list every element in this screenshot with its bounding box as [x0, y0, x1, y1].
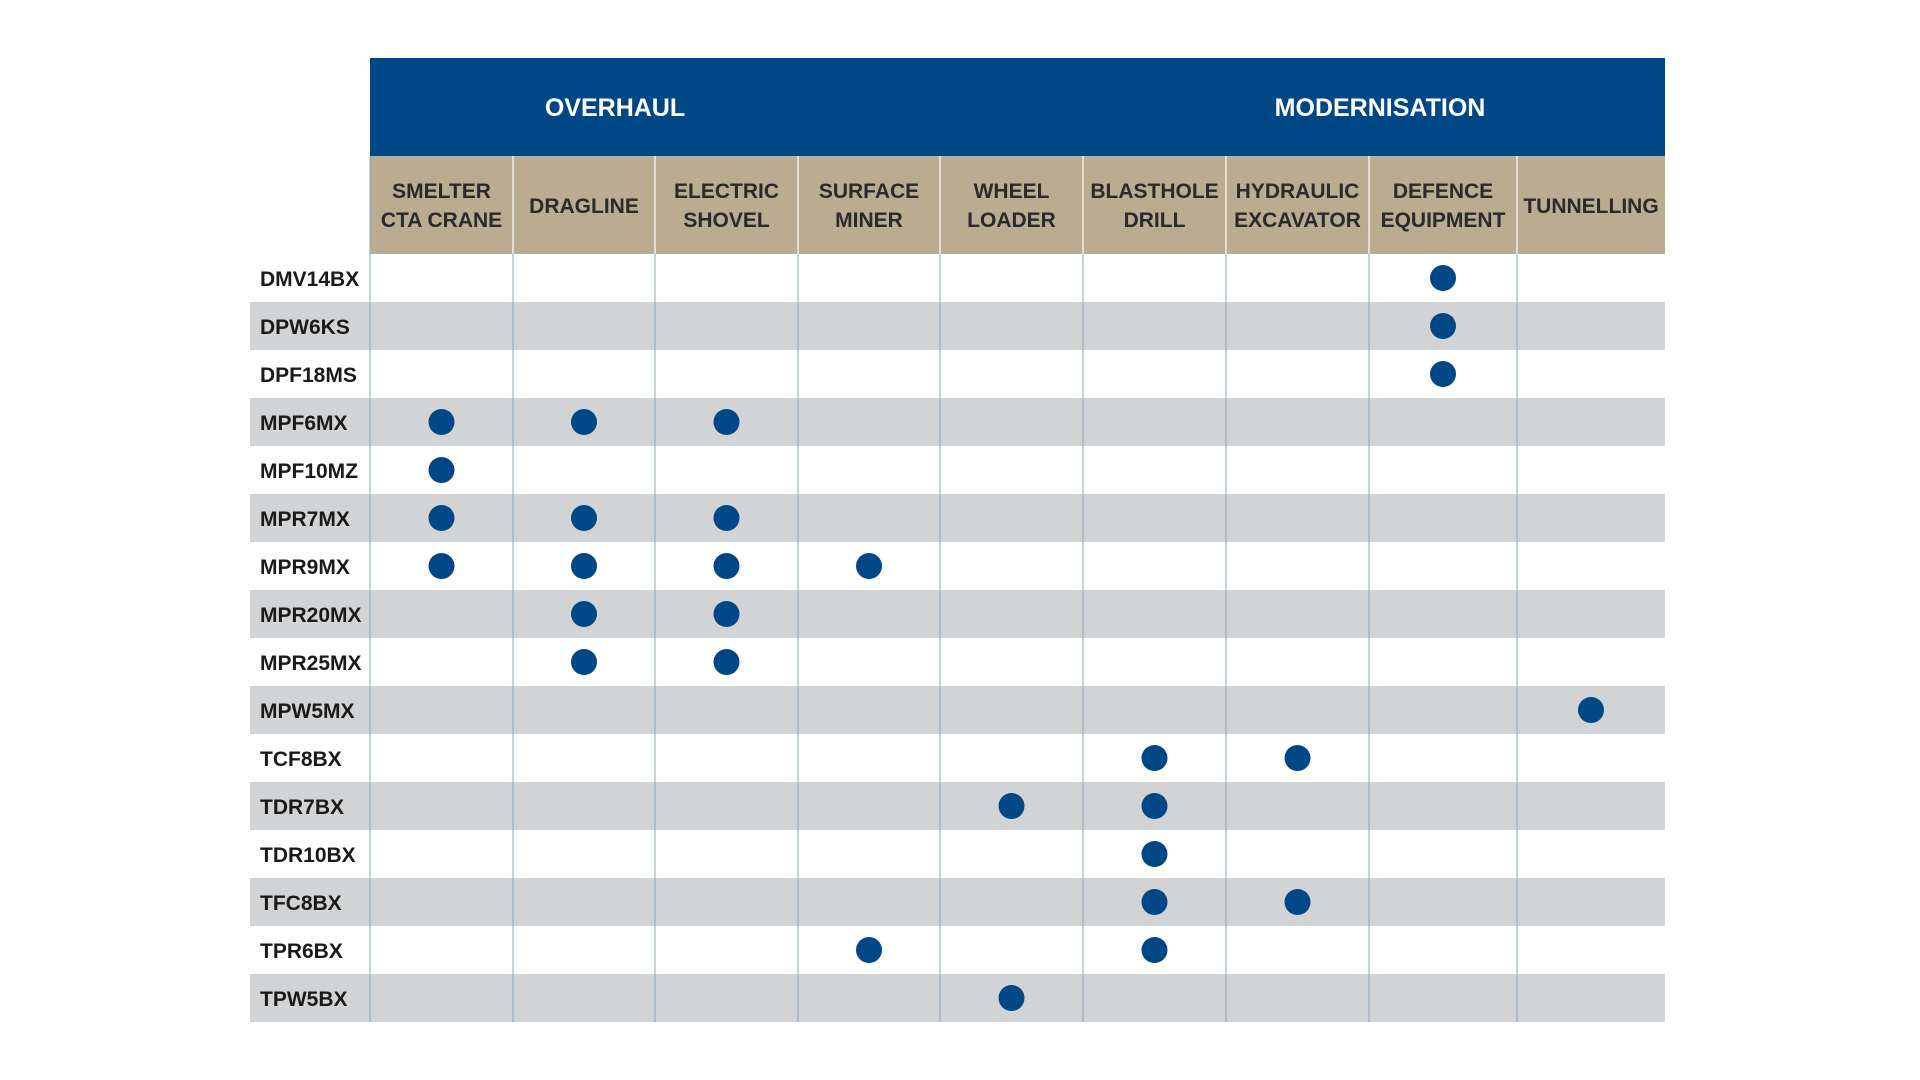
- column-header-line1: SMELTER: [392, 180, 491, 203]
- row-shade: [250, 302, 1665, 350]
- compatibility-dot: [571, 553, 597, 579]
- row-shade: [250, 974, 1665, 1022]
- compatibility-dot: [1141, 793, 1168, 819]
- compatibility-dot: [1430, 313, 1456, 339]
- row-shade: [250, 686, 1665, 734]
- row-label: DPF18MS: [260, 364, 357, 387]
- column-header-strip: [370, 156, 1665, 254]
- column-header-line2: SHOVEL: [683, 209, 770, 232]
- compatibility-dot: [1141, 745, 1168, 771]
- column-header-line2: MINER: [835, 209, 903, 232]
- column-header-line2: CTA CRANE: [381, 209, 502, 232]
- row-label: MPR20MX: [260, 604, 362, 627]
- compatibility-dot: [713, 505, 740, 531]
- row-label: DMV14BX: [260, 268, 359, 291]
- compatibility-dot: [713, 649, 740, 675]
- header-band: [370, 58, 1665, 156]
- column-header-line1: BLASTHOLE: [1090, 180, 1218, 203]
- compatibility-dot: [428, 553, 455, 579]
- compatibility-dot: [713, 409, 740, 435]
- group-title: MODERNISATION: [1275, 94, 1486, 122]
- compatibility-dot: [1430, 265, 1456, 291]
- compatibility-dot: [571, 505, 597, 531]
- row-label: MPF6MX: [260, 412, 348, 435]
- column-header-line1: SURFACE: [819, 180, 919, 203]
- compatibility-dot: [1284, 889, 1311, 915]
- compatibility-dot: [713, 601, 740, 627]
- compatibility-dot: [571, 649, 597, 675]
- row-shade: [250, 878, 1665, 926]
- compatibility-dot: [1430, 361, 1456, 387]
- compatibility-dot: [856, 937, 882, 963]
- row-shade: [250, 590, 1665, 638]
- compatibility-dot: [856, 553, 882, 579]
- compatibility-dot: [428, 409, 455, 435]
- column-header-line2: EXCAVATOR: [1234, 209, 1361, 232]
- column-header-line2: EQUIPMENT: [1381, 209, 1506, 232]
- row-label: TPW5BX: [260, 988, 348, 1011]
- column-header-line2: LOADER: [967, 209, 1056, 232]
- group-title: OVERHAUL: [545, 94, 685, 122]
- column-header: TUNNELLING: [1523, 195, 1658, 218]
- row-label: DPW6KS: [260, 316, 350, 339]
- compatibility-dot: [1141, 937, 1168, 963]
- row-label: MPR7MX: [260, 508, 350, 531]
- compatibility-dot: [998, 985, 1025, 1011]
- compatibility-dot: [571, 409, 597, 435]
- compatibility-dot: [1284, 745, 1311, 771]
- row-label: MPW5MX: [260, 700, 355, 723]
- row-label: TCF8BX: [260, 748, 342, 771]
- row-label: MPR25MX: [260, 652, 362, 675]
- compatibility-dot: [428, 505, 455, 531]
- row-label: MPF10MZ: [260, 460, 358, 483]
- row-label: TPR6BX: [260, 940, 343, 963]
- compatibility-dot: [571, 601, 597, 627]
- column-header-line1: DEFENCE: [1393, 180, 1493, 203]
- compatibility-dot: [713, 553, 740, 579]
- column-header: DRAGLINE: [529, 195, 639, 218]
- column-header-line1: ELECTRIC: [674, 180, 779, 203]
- row-label: TFC8BX: [260, 892, 342, 915]
- row-label: MPR9MX: [260, 556, 350, 579]
- row-shade: [250, 398, 1665, 446]
- row-label: TDR7BX: [260, 796, 344, 819]
- column-header-line1: WHEEL: [974, 180, 1050, 203]
- compatibility-dot: [998, 793, 1025, 819]
- compatibility-dot: [428, 457, 455, 483]
- compatibility-dot: [1141, 889, 1168, 915]
- row-label: TDR10BX: [260, 844, 356, 867]
- column-header-line2: DRILL: [1124, 209, 1186, 232]
- column-header-line1: HYDRAULIC: [1236, 180, 1360, 203]
- row-shade: [250, 494, 1665, 542]
- compatibility-dot: [1578, 697, 1604, 723]
- compatibility-dot: [1141, 841, 1168, 867]
- row-shade: [250, 782, 1665, 830]
